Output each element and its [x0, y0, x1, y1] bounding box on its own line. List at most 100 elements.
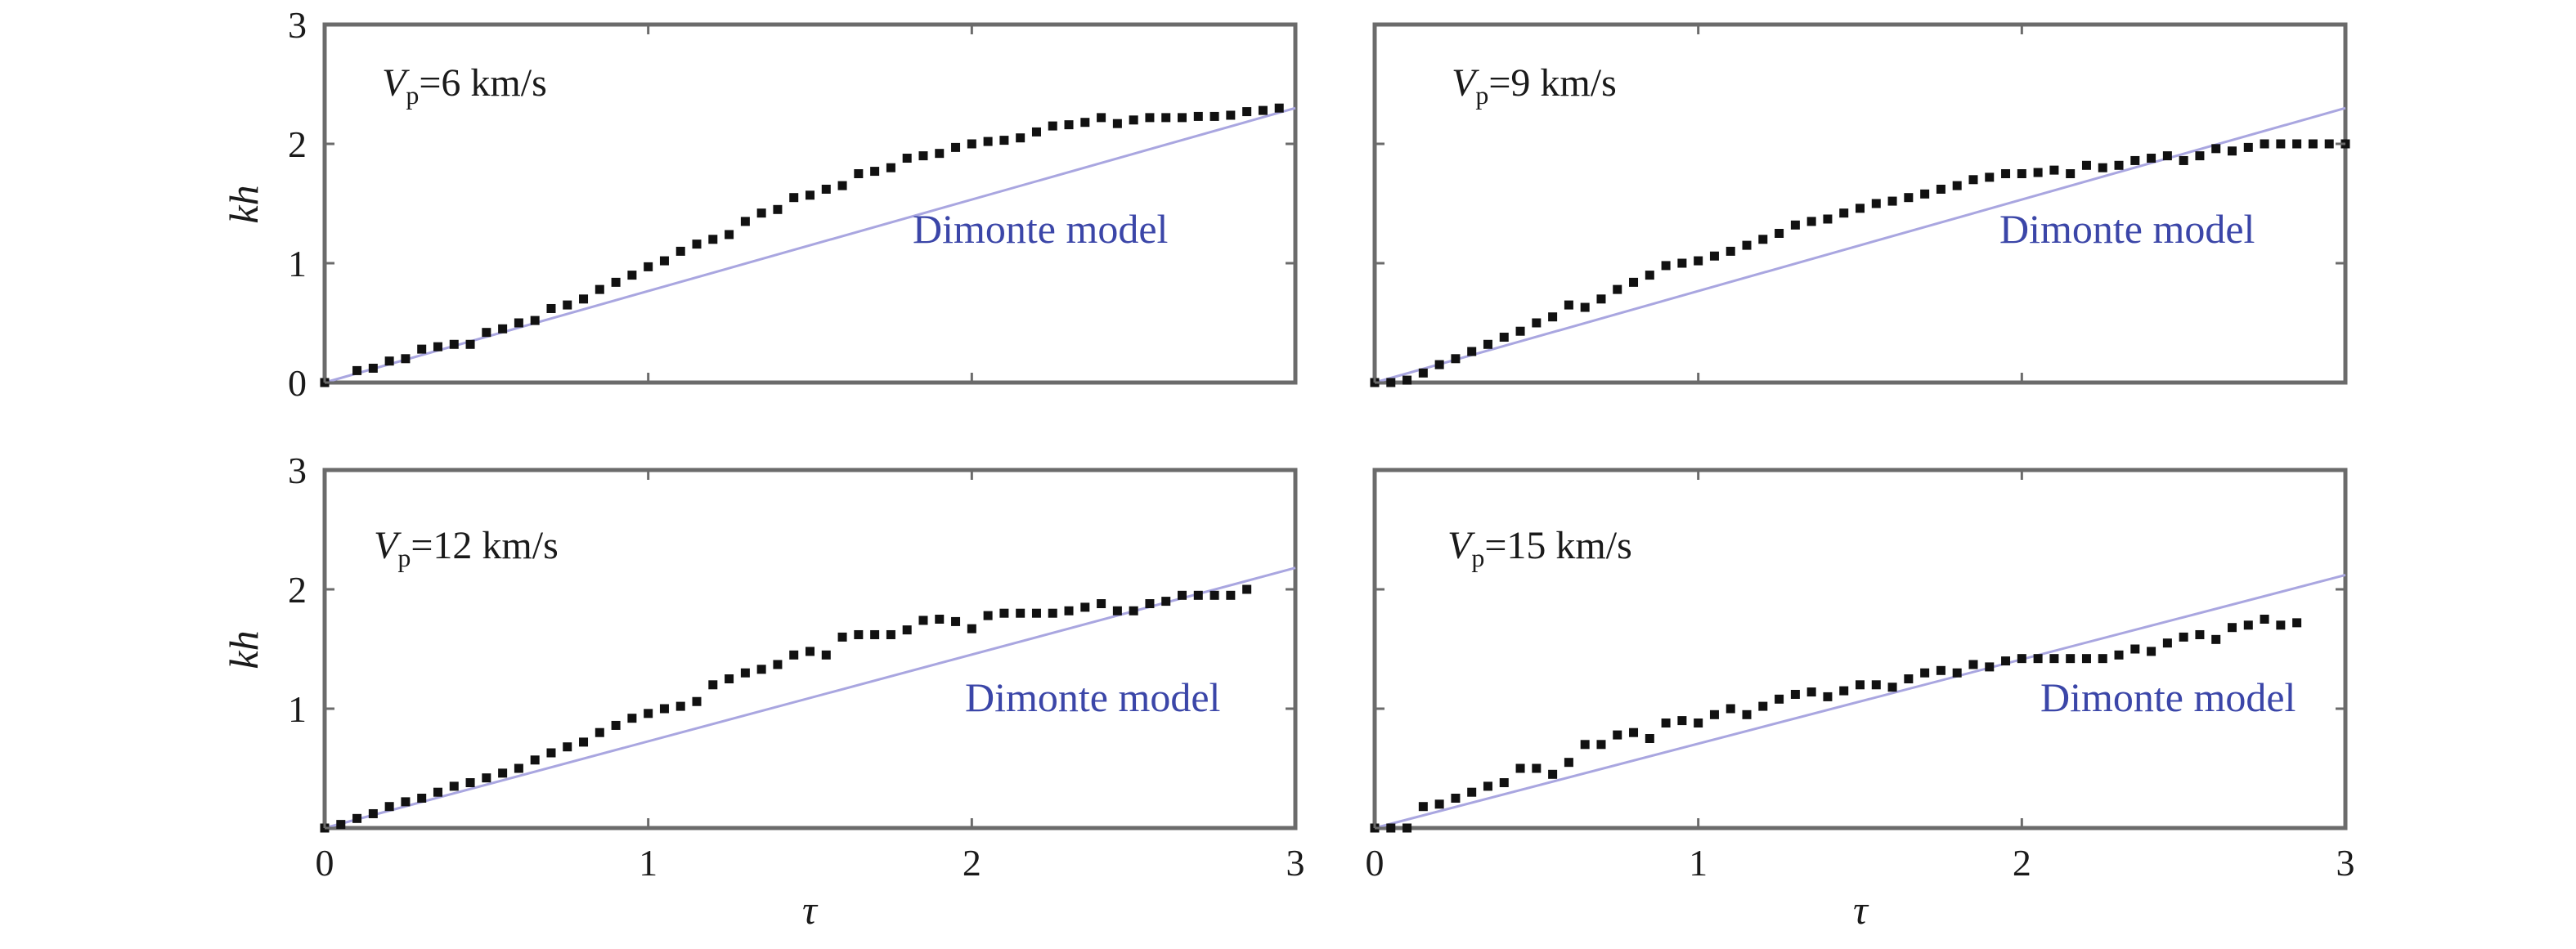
data-point [2017, 654, 2026, 664]
plot-frame [1372, 468, 2348, 830]
data-point [1451, 354, 1461, 364]
data-point [1016, 608, 1025, 618]
data-point [1871, 199, 1881, 208]
data-point [999, 608, 1009, 618]
x-tick-label: 2 [2013, 842, 2031, 884]
data-point [692, 696, 702, 706]
data-point [482, 328, 491, 338]
data-point [1952, 181, 1962, 190]
data-point [1451, 794, 1461, 803]
data-point [821, 184, 831, 194]
data-point [1709, 251, 1719, 261]
data-point [433, 342, 442, 351]
data-point [595, 284, 604, 294]
data-point [1645, 734, 1654, 743]
data-point [1242, 107, 1252, 117]
data-point [1064, 120, 1074, 130]
data-point [675, 701, 685, 711]
data-point [433, 787, 442, 797]
data-point [1402, 375, 1412, 385]
dimonte-model-label: Dimonte model [2040, 674, 2296, 720]
data-point [1839, 686, 1849, 696]
data-point [773, 204, 783, 214]
data-point [611, 277, 621, 287]
data-point [935, 615, 945, 624]
data-point [2179, 632, 2188, 642]
data-point [2308, 139, 2318, 149]
data-point [336, 820, 346, 830]
data-point [2162, 638, 2172, 648]
y-axis-label: kh [221, 185, 267, 223]
data-point [1613, 284, 1622, 294]
data-point [514, 763, 523, 773]
data-point [1806, 687, 1816, 697]
panel-bottom-right: 0 1 2 3 Vp=15 km/s Dimonte model τ [1366, 468, 2355, 933]
data-point [1775, 694, 1784, 704]
data-point [1434, 799, 1444, 809]
data-point [498, 324, 508, 333]
data-point [1386, 823, 1396, 833]
data-point [725, 230, 734, 239]
data-point [1467, 787, 1477, 797]
data-point [837, 632, 847, 642]
panel-bottom-left: 1 2 3 0 1 2 3 Vp=12 km/s Dimonte model kh τ [221, 450, 1305, 933]
vp-subscript: p [1471, 543, 1484, 572]
plot-frame [322, 468, 1298, 830]
data-point [1742, 240, 1752, 250]
data-point [417, 344, 427, 354]
data-points [1370, 139, 2350, 387]
data-point [644, 709, 653, 718]
data-point [692, 239, 702, 249]
data-point [2114, 160, 2124, 170]
data-point [514, 318, 523, 328]
data-point [2114, 650, 2124, 660]
data-point [1226, 110, 1236, 120]
data-point [1145, 113, 1155, 123]
data-point [2130, 155, 2140, 165]
y-axis-label: kh [221, 630, 267, 669]
vp-symbol: V [382, 61, 410, 105]
data-point [659, 256, 669, 266]
data-point [740, 668, 750, 678]
data-point [2260, 615, 2269, 624]
data-point [2292, 618, 2302, 628]
data-point [1629, 277, 1639, 287]
vp-subscript: p [406, 80, 419, 110]
data-point [449, 339, 459, 349]
data-points [320, 103, 1284, 387]
x-tick-label: 3 [1286, 842, 1305, 884]
data-point [1661, 261, 1671, 271]
data-point [902, 154, 912, 163]
data-point [1515, 326, 1525, 336]
data-point [1209, 590, 1219, 600]
data-point [2162, 151, 2172, 161]
data-point [1499, 333, 1509, 342]
data-point [563, 742, 572, 752]
vp-symbol: V [1452, 61, 1479, 105]
data-point [708, 235, 718, 244]
data-point [401, 797, 411, 807]
data-point [1904, 193, 1914, 203]
y-tick-label: 3 [288, 450, 307, 491]
dimonte-model-line [1374, 574, 2346, 830]
data-point [1031, 127, 1041, 137]
data-points [320, 584, 1252, 833]
data-point [1806, 217, 1816, 226]
data-point [611, 720, 621, 730]
data-point [886, 629, 895, 639]
data-point [1483, 781, 1492, 791]
data-point [902, 625, 912, 635]
data-point [854, 629, 864, 639]
data-point [1871, 680, 1881, 690]
data-point [368, 808, 378, 818]
y-tick-label: 0 [288, 362, 307, 404]
data-point [1129, 115, 1138, 125]
data-point [1532, 763, 1542, 773]
data-point [2017, 169, 2026, 178]
data-point [401, 354, 411, 364]
data-point [2081, 654, 2091, 664]
data-point [1016, 133, 1025, 143]
data-point [352, 813, 362, 823]
data-point [1467, 347, 1477, 356]
y-ticks: 1 2 3 [288, 450, 1295, 830]
